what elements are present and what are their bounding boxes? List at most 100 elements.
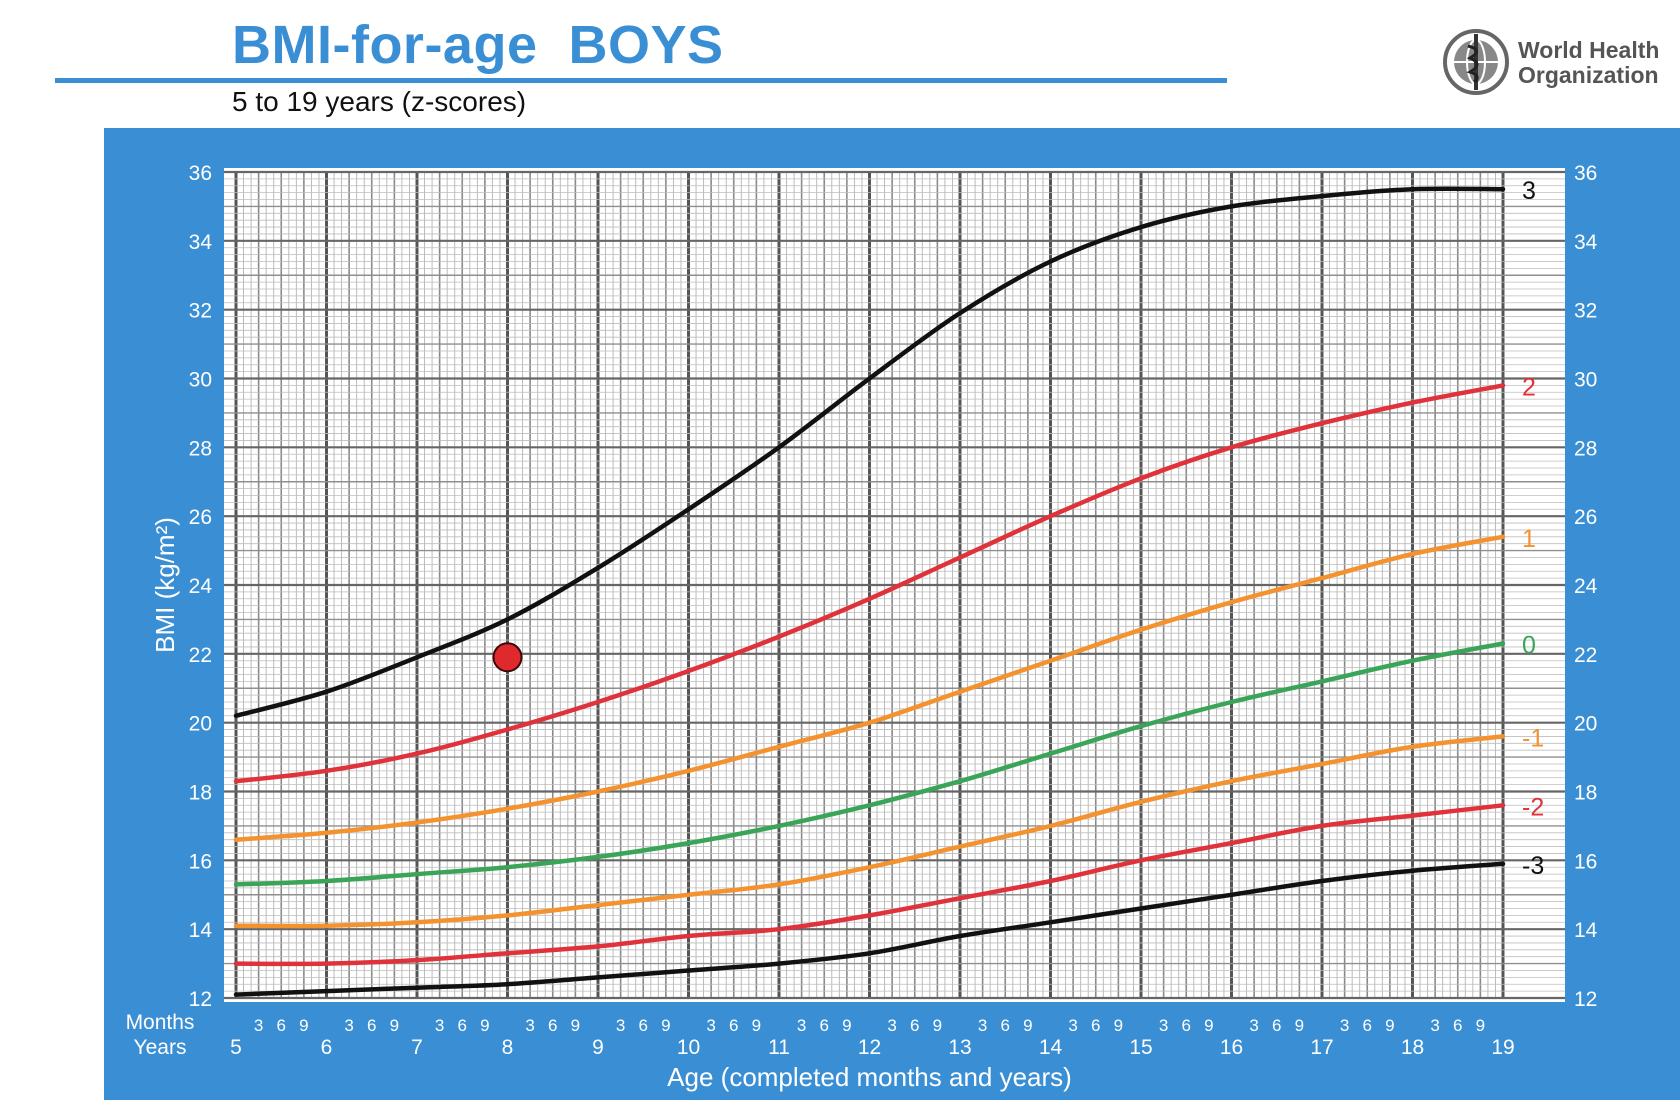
z-score-label--2: -2 xyxy=(1522,793,1544,821)
z-score-line-3 xyxy=(233,186,1506,719)
x-month-tick-label: 6 xyxy=(639,1016,648,1035)
who-logo-text: World Health Organization xyxy=(1518,38,1659,88)
x-year-tick-label: 16 xyxy=(1220,1036,1243,1059)
y-tick-label-right: 30 xyxy=(1574,369,1597,392)
y-tick-label-right: 36 xyxy=(1574,162,1597,185)
y-tick-label-right: 16 xyxy=(1574,850,1597,873)
y-tick-label-left: 20 xyxy=(189,713,212,736)
x-year-tick-label: 13 xyxy=(948,1036,971,1059)
x-month-tick-label: 9 xyxy=(1476,1016,1485,1035)
x-month-tick-label: 6 xyxy=(367,1016,376,1035)
y-tick-label-left: 26 xyxy=(189,506,212,529)
x-month-tick-label: 9 xyxy=(1023,1016,1032,1035)
x-month-tick-label: 6 xyxy=(820,1016,829,1035)
x-month-tick-label: 9 xyxy=(390,1016,399,1035)
x-month-tick-label: 3 xyxy=(525,1016,534,1035)
x-month-tick-label: 3 xyxy=(887,1016,896,1035)
x-year-tick-label: 14 xyxy=(1039,1036,1063,1059)
data-point-marker xyxy=(492,642,523,673)
x-month-tick-label: 3 xyxy=(978,1016,987,1035)
y-tick-label-left: 34 xyxy=(189,231,213,254)
z-score-line--3 xyxy=(233,861,1506,997)
z-score-label--1: -1 xyxy=(1522,724,1544,752)
x-month-tick-label: 6 xyxy=(1363,1016,1372,1035)
y-tick-label-right: 12 xyxy=(1574,988,1597,1011)
y-tick-label-left: 24 xyxy=(189,575,213,598)
x-month-tick-label: 6 xyxy=(277,1016,286,1035)
x-year-tick-label: 11 xyxy=(768,1036,790,1059)
who-logo-line2: Organization xyxy=(1518,62,1659,88)
x-month-tick-label: 9 xyxy=(571,1016,580,1035)
chart-subtitle: 5 to 19 years (z-scores) xyxy=(232,86,527,117)
x-month-tick-label: 9 xyxy=(661,1016,670,1035)
who-logo: World Health Organization xyxy=(1440,26,1680,98)
y-tick-label-left: 32 xyxy=(189,300,212,323)
x-month-tick-label: 3 xyxy=(1159,1016,1168,1035)
y-tick-label-right: 20 xyxy=(1574,713,1597,736)
x-year-tick-label: 7 xyxy=(411,1036,423,1059)
chart-title: BMI-for-age BOYS xyxy=(232,15,724,75)
x-month-tick-label: 3 xyxy=(435,1016,444,1035)
y-tick-label-right: 34 xyxy=(1574,231,1598,254)
x-month-tick-label: 3 xyxy=(1249,1016,1258,1035)
z-score-line--1 xyxy=(233,734,1506,929)
y-tick-label-left: 14 xyxy=(189,919,213,942)
x-year-tick-label: 19 xyxy=(1491,1036,1514,1059)
x-month-tick-label: 6 xyxy=(1453,1016,1462,1035)
x-month-tick-label: 9 xyxy=(933,1016,942,1035)
x-month-tick-label: 9 xyxy=(1385,1016,1394,1035)
y-tick-label-right: 28 xyxy=(1574,437,1597,460)
x-year-tick-label: 10 xyxy=(677,1036,700,1059)
y-tick-label-left: 30 xyxy=(189,369,212,392)
y-axis-label: BMI (kg/m²) xyxy=(150,517,180,653)
x-month-tick-label: 3 xyxy=(706,1016,715,1035)
x-month-tick-label: 9 xyxy=(752,1016,761,1035)
x-year-tick-label: 12 xyxy=(858,1036,881,1059)
y-tick-label-left: 22 xyxy=(189,644,212,667)
z-score-line-2 xyxy=(233,383,1506,784)
x-month-tick-label: 9 xyxy=(480,1016,489,1035)
z-score-line--2 xyxy=(233,803,1506,967)
z-score-label-0: 0 xyxy=(1522,632,1536,660)
x-month-tick-label: 9 xyxy=(842,1016,851,1035)
x-month-tick-label: 3 xyxy=(344,1016,353,1035)
y-tick-label-right: 14 xyxy=(1574,919,1598,942)
x-month-tick-label: 3 xyxy=(1068,1016,1077,1035)
z-score-label-3: 3 xyxy=(1522,177,1536,205)
x-axis-label: Age (completed months and years) xyxy=(667,1062,1072,1092)
x-year-tick-label: 9 xyxy=(592,1036,604,1059)
z-score-line-1 xyxy=(233,534,1506,842)
y-tick-label-right: 32 xyxy=(1574,300,1597,323)
x-month-tick-label: 3 xyxy=(616,1016,625,1035)
x-year-tick-label: 17 xyxy=(1310,1036,1333,1059)
title-divider xyxy=(55,78,1227,83)
y-tick-label-right: 18 xyxy=(1574,782,1597,805)
x-month-tick-label: 6 xyxy=(1001,1016,1010,1035)
z-score-label-1: 1 xyxy=(1522,525,1536,553)
z-score-label--3: -3 xyxy=(1522,852,1544,880)
x-month-tick-label: 6 xyxy=(458,1016,467,1035)
x-month-tick-label: 9 xyxy=(1295,1016,1304,1035)
x-year-tick-label: 6 xyxy=(321,1036,333,1059)
y-tick-label-left: 16 xyxy=(189,850,212,873)
x-year-tick-label: 5 xyxy=(230,1036,242,1059)
y-tick-label-right: 24 xyxy=(1574,575,1598,598)
x-month-tick-label: 9 xyxy=(1114,1016,1123,1035)
y-tick-label-right: 22 xyxy=(1574,644,1597,667)
y-tick-label-left: 12 xyxy=(189,988,212,1011)
y-tick-label-left: 18 xyxy=(189,782,212,805)
x-month-tick-label: 9 xyxy=(1204,1016,1213,1035)
x-month-tick-label: 3 xyxy=(797,1016,806,1035)
x-month-tick-label: 6 xyxy=(910,1016,919,1035)
x-month-tick-label: 6 xyxy=(1272,1016,1281,1035)
x-year-tick-label: 18 xyxy=(1401,1036,1424,1059)
x-row-label-months: Months xyxy=(126,1011,195,1034)
x-month-tick-label: 6 xyxy=(1182,1016,1191,1035)
x-month-tick-label: 3 xyxy=(1340,1016,1349,1035)
x-month-tick-label: 3 xyxy=(1430,1016,1439,1035)
z-score-label-2: 2 xyxy=(1522,373,1536,401)
x-month-tick-label: 9 xyxy=(299,1016,308,1035)
x-month-tick-label: 3 xyxy=(254,1016,263,1035)
x-month-tick-label: 6 xyxy=(729,1016,738,1035)
